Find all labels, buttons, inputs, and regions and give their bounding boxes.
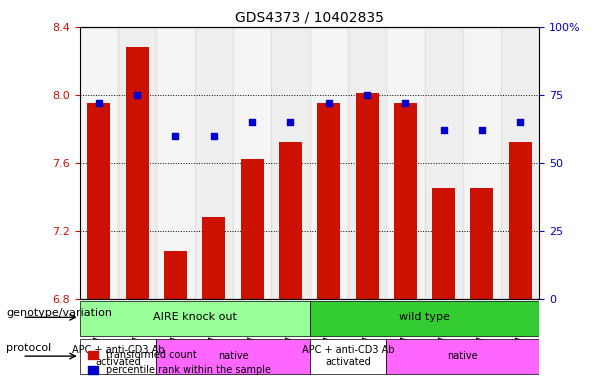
Bar (126, 47, 148, 299)
Bar (386, 27, 424, 299)
FancyBboxPatch shape (386, 339, 539, 374)
FancyBboxPatch shape (80, 301, 310, 336)
Text: native: native (218, 351, 248, 361)
Bar (471, 188, 493, 299)
Point (286, 119, 295, 125)
Text: genotype/variation: genotype/variation (6, 308, 112, 318)
Bar (394, 103, 417, 299)
Bar (80, 27, 118, 299)
Bar (432, 188, 455, 299)
Bar (279, 142, 302, 299)
FancyBboxPatch shape (310, 301, 539, 336)
Bar (463, 27, 501, 299)
Point (439, 127, 449, 133)
Bar (164, 251, 187, 299)
Point (362, 92, 372, 98)
Bar (348, 27, 386, 299)
Point (170, 132, 180, 139)
Bar (233, 27, 271, 299)
Bar (271, 27, 310, 299)
Bar (318, 103, 340, 299)
Bar (87, 103, 110, 299)
Bar (195, 27, 233, 299)
Title: GDS4373 / 10402835: GDS4373 / 10402835 (235, 10, 384, 24)
Text: AIRE knock out: AIRE knock out (153, 312, 237, 322)
Text: native: native (447, 351, 478, 361)
Bar (356, 93, 379, 299)
Point (132, 92, 142, 98)
Text: APC + anti-CD3 Ab
activated: APC + anti-CD3 Ab activated (72, 345, 164, 367)
Bar (501, 27, 539, 299)
Bar (424, 27, 463, 299)
Bar (240, 159, 264, 299)
Bar (202, 217, 226, 299)
Bar (509, 142, 531, 299)
Point (477, 127, 487, 133)
Point (94, 100, 104, 106)
Bar (156, 27, 195, 299)
Point (400, 100, 410, 106)
FancyBboxPatch shape (310, 339, 386, 374)
Bar (310, 27, 348, 299)
Text: protocol: protocol (6, 343, 51, 353)
FancyBboxPatch shape (156, 339, 310, 374)
Bar (118, 27, 156, 299)
Point (324, 100, 333, 106)
Text: APC + anti-CD3 Ab
activated: APC + anti-CD3 Ab activated (302, 345, 394, 367)
Point (209, 132, 219, 139)
FancyBboxPatch shape (80, 339, 156, 374)
Legend: transformed count, percentile rank within the sample: transformed count, percentile rank withi… (85, 346, 275, 379)
Point (247, 119, 257, 125)
Text: wild type: wild type (399, 312, 450, 322)
Point (516, 119, 525, 125)
